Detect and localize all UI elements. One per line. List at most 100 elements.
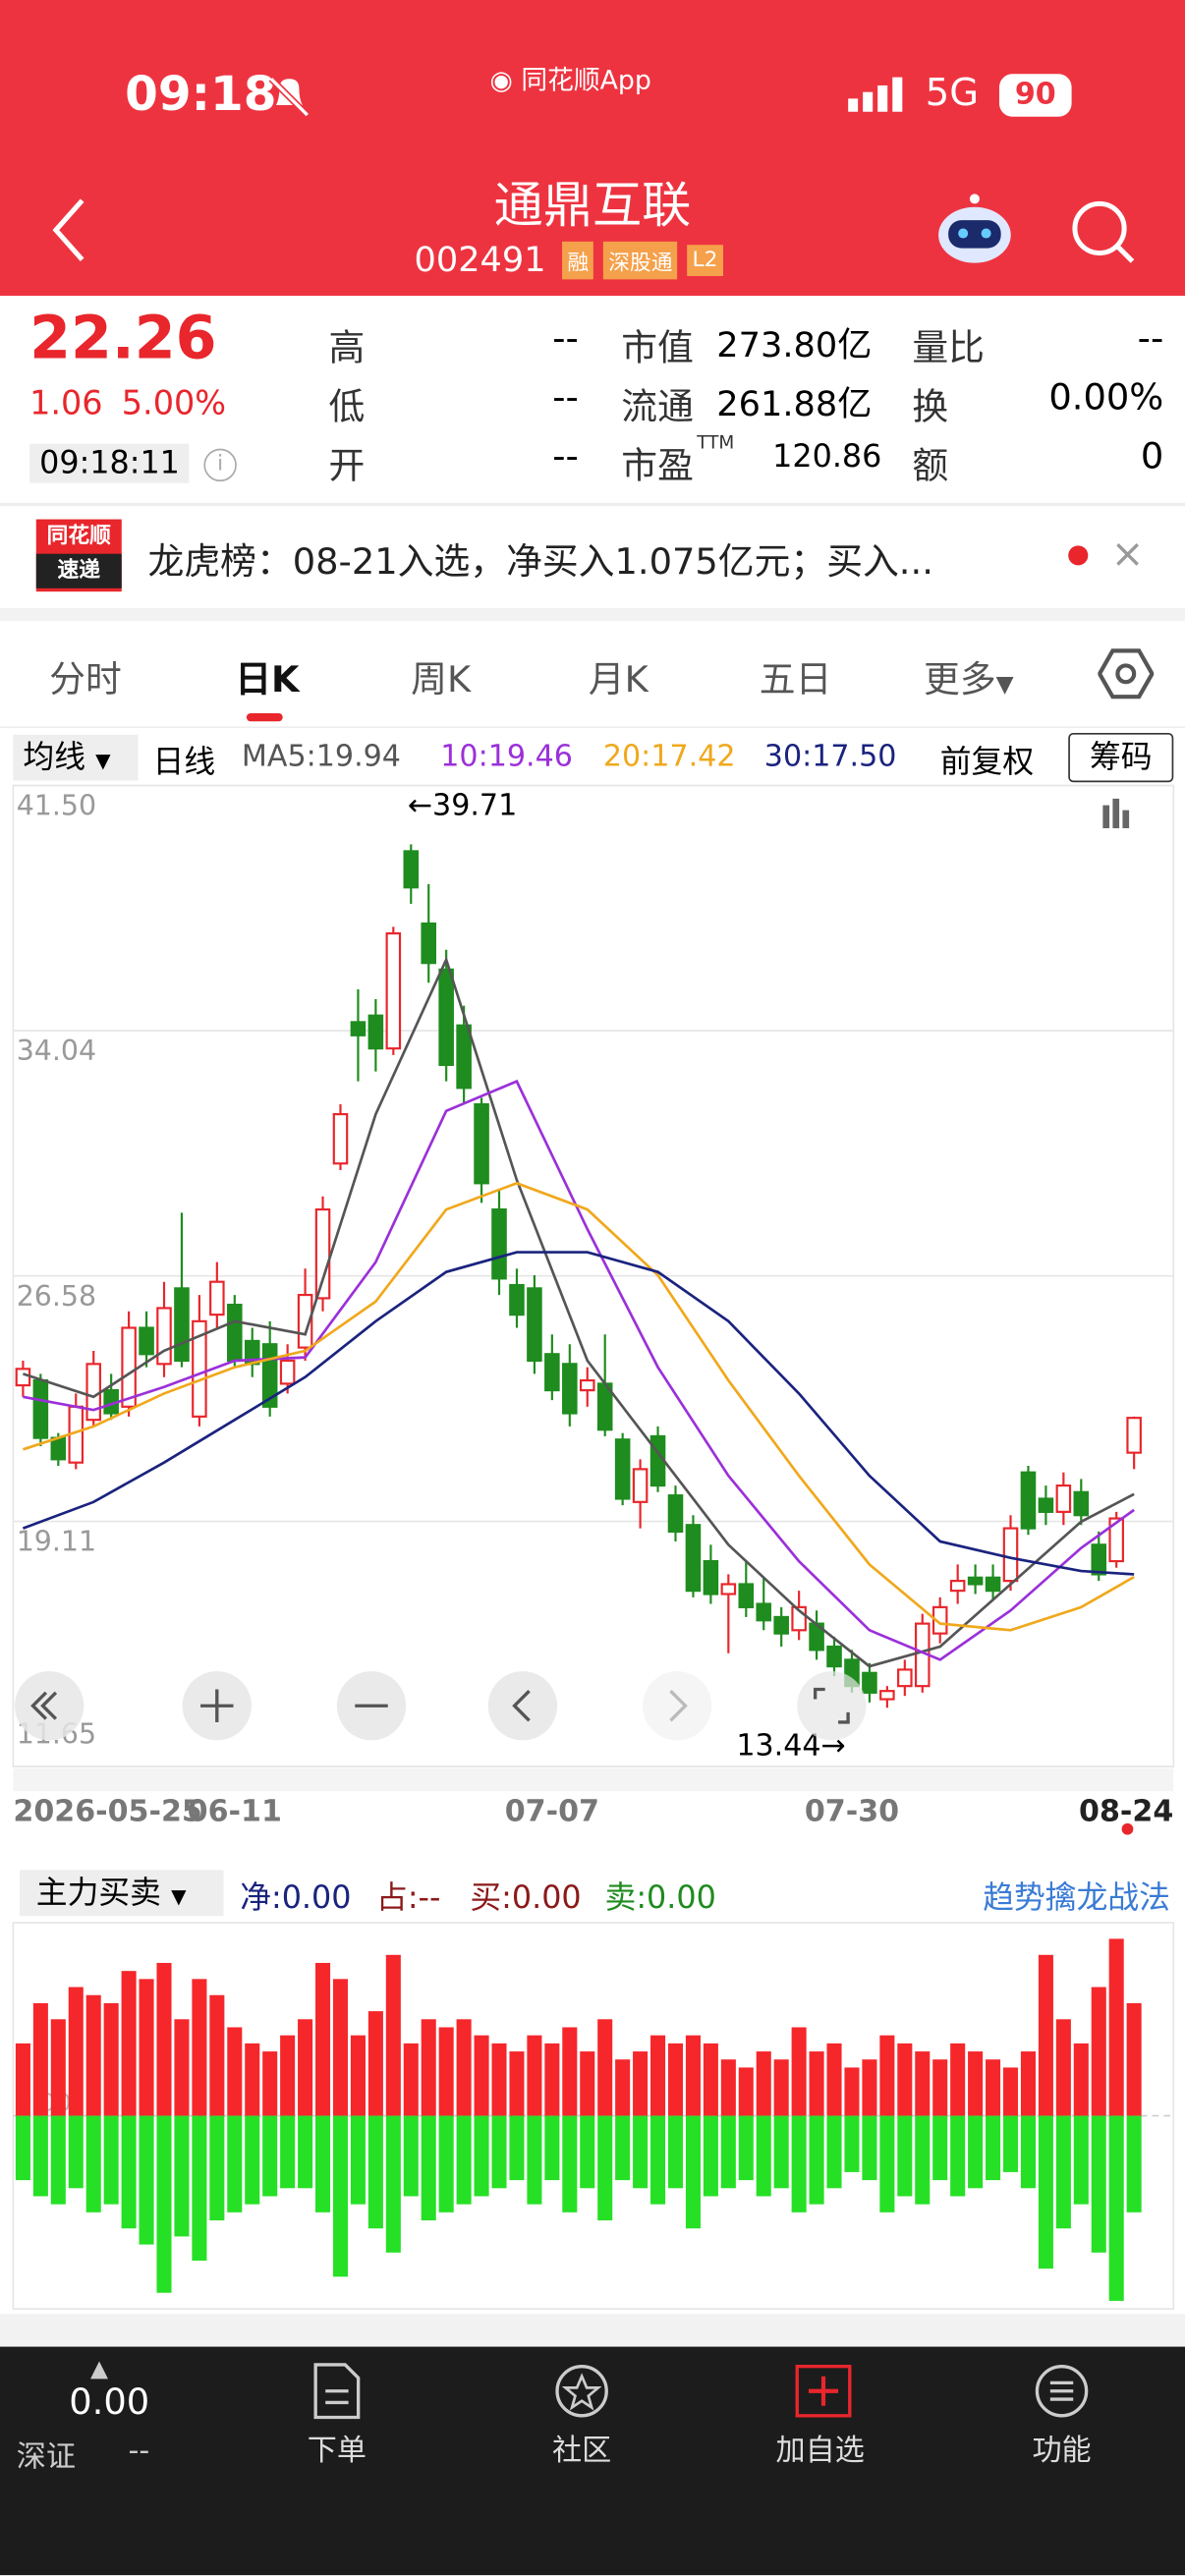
- candle-body: [1038, 1497, 1054, 1513]
- gap: [0, 2314, 1185, 2347]
- zoom-out[interactable]: [336, 1671, 407, 1741]
- nav-label[interactable]: 社区: [552, 2434, 612, 2469]
- news-text[interactable]: 龙虎榜：08-21入选，净买入1.075亿元；买入...: [147, 541, 933, 584]
- sell-bar: [1020, 2115, 1036, 2189]
- add-icon[interactable]: [794, 2363, 853, 2419]
- sell-bar: [562, 2115, 578, 2212]
- buy-bar: [1108, 1938, 1124, 2116]
- field-value: 273.80亿: [716, 325, 873, 365]
- nav-label[interactable]: 下单: [307, 2434, 367, 2469]
- buy-bar: [1073, 2043, 1089, 2116]
- buy-bar: [1055, 2019, 1071, 2116]
- buy-bar: [968, 2051, 984, 2116]
- buy-bar: [773, 2059, 789, 2116]
- buy-bar: [280, 2035, 296, 2116]
- buy-bar: [245, 2043, 260, 2116]
- chart-controls: [15, 1671, 867, 1741]
- order-icon[interactable]: [310, 2362, 364, 2421]
- tag: 融: [562, 241, 594, 279]
- sell-bar: [580, 2115, 595, 2189]
- candle-body: [456, 1024, 472, 1090]
- zoom-in[interactable]: [182, 1671, 252, 1741]
- candle-body: [967, 1576, 984, 1586]
- tab[interactable]: 周K: [411, 660, 472, 702]
- buy-bar: [562, 2027, 578, 2116]
- candle-body: [209, 1280, 225, 1316]
- sell-bar: [50, 2115, 66, 2205]
- chip-button[interactable]: 筹码: [1068, 733, 1174, 783]
- flow-link[interactable]: 趋势擒龙战法: [983, 1879, 1170, 1917]
- candle-body: [139, 1326, 154, 1356]
- buy-bar: [650, 2035, 666, 2116]
- price-frame: [12, 784, 1175, 1767]
- tab-more[interactable]: 更多▼: [924, 650, 1014, 703]
- y-tick-label: 41.50: [17, 790, 96, 822]
- candle-body: [103, 1388, 119, 1415]
- buy-bar: [192, 1979, 207, 2116]
- sell-bar: [685, 2115, 701, 2229]
- info-icon[interactable]: i: [203, 448, 237, 482]
- caret: ▼: [171, 1884, 187, 1908]
- buy-bar: [738, 2067, 754, 2116]
- sell-bar: [738, 2115, 754, 2181]
- tab[interactable]: 月K: [588, 660, 649, 702]
- buy-bar: [174, 2019, 190, 2116]
- scroll-left[interactable]: [487, 1671, 558, 1741]
- adjust[interactable]: 前复权: [939, 744, 1035, 781]
- back-button[interactable]: [46, 194, 95, 266]
- sell-bar: [192, 2115, 207, 2261]
- candle-body: [649, 1434, 666, 1487]
- candle-body: [192, 1319, 207, 1418]
- sell-bar: [1038, 2115, 1053, 2269]
- buy-bar: [315, 1962, 331, 2116]
- status-network: 5G: [925, 72, 980, 116]
- x-tick-label: 06-11: [188, 1794, 282, 1828]
- fullscreen[interactable]: [797, 1671, 867, 1741]
- nav-label[interactable]: 功能: [1032, 2434, 1092, 2469]
- bottom-nav: [0, 2346, 1185, 2576]
- mute-icon: [268, 76, 310, 118]
- buy-bar: [544, 2043, 560, 2116]
- candle-body: [562, 1363, 578, 1415]
- sell-bar: [298, 2115, 313, 2189]
- scroll-right[interactable]: [643, 1671, 712, 1741]
- candle-body: [332, 1112, 349, 1165]
- nav-label[interactable]: 加自选: [775, 2434, 865, 2469]
- zoom-out-all[interactable]: [15, 1671, 85, 1741]
- tab[interactable]: 五日: [759, 660, 832, 702]
- badge-top: 同花顺: [46, 524, 111, 549]
- tab[interactable]: 分时: [49, 660, 122, 702]
- sell-bar: [615, 2115, 631, 2181]
- search-icon[interactable]: [1068, 197, 1137, 266]
- sell-bar: [597, 2115, 613, 2221]
- robot-icon[interactable]: [933, 189, 1016, 271]
- sell-bar: [862, 2115, 877, 2181]
- ma-select[interactable]: 均线 ▼: [13, 734, 139, 781]
- field-label: 额: [912, 446, 949, 488]
- tab-active[interactable]: 日K: [235, 660, 300, 702]
- sell-bar: [986, 2115, 1001, 2181]
- candle-body: [1002, 1527, 1019, 1583]
- buy-bar: [367, 2011, 383, 2116]
- community-icon[interactable]: [552, 2362, 611, 2421]
- candle-body: [227, 1304, 243, 1363]
- close-button[interactable]: ×: [1110, 531, 1145, 578]
- ma-legend: MA5:19.94: [241, 739, 401, 774]
- news-badge: 同花顺 速递: [35, 519, 122, 592]
- buy-bar: [156, 1962, 172, 2116]
- sell-bar: [85, 2115, 101, 2212]
- flow-select[interactable]: 主力买卖 ▼: [20, 1870, 224, 1917]
- buy-bar: [703, 2043, 718, 2116]
- ma-legend: 30:17.50: [763, 739, 897, 774]
- sell-bar: [650, 2115, 666, 2205]
- ma-line: [23, 1181, 1135, 1632]
- candle-body: [403, 850, 420, 889]
- function-icon[interactable]: [1032, 2362, 1091, 2421]
- buy-bar: [332, 1979, 349, 2116]
- ma-line: [23, 956, 1135, 1668]
- buy-bar: [403, 2043, 419, 2116]
- buy-bar: [209, 1994, 225, 2116]
- settings-icon[interactable]: [1098, 647, 1155, 700]
- buy-bar: [879, 2035, 895, 2116]
- y-tick-label: 19.11: [17, 1526, 96, 1558]
